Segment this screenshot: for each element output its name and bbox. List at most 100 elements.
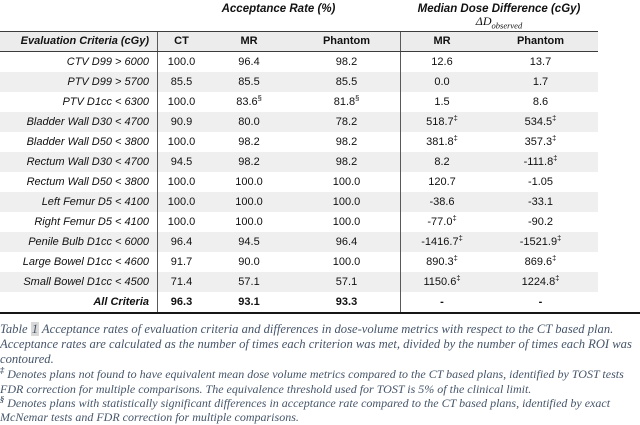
value-cell: 100.0: [235, 216, 263, 229]
value-cell: 381.8‡: [400, 132, 483, 153]
caption-number: 1: [30, 322, 39, 337]
column-header-phantom-diff: Phantom: [516, 35, 565, 48]
footnote-marker: ‡: [552, 253, 557, 263]
value-cell: 98.2: [238, 136, 260, 149]
criteria-cell: Penile Bulb D1cc < 6000: [28, 236, 149, 249]
value-cell: 890.3‡: [400, 252, 483, 273]
footnote-marker: ‡: [557, 233, 562, 243]
table-row: PTV D1cc < 6300 100.0 83.6§ 81.8§ 1.5 8.6: [0, 92, 598, 113]
value-cell: -111.8‡: [523, 153, 558, 169]
value-cell: 120.7: [400, 172, 483, 193]
column-header-mr: MR: [240, 35, 258, 48]
footnote-marker: ‡: [555, 273, 560, 283]
column-header-ct: CT: [157, 32, 205, 52]
criteria-cell: Small Bowel D1cc < 4500: [23, 276, 149, 289]
value-cell: 57.1: [238, 276, 260, 289]
footnote-marker: §: [257, 93, 262, 103]
value-cell: 94.5: [238, 236, 260, 249]
value-cell: 78.2: [335, 116, 358, 129]
table-row: Bladder Wall D30 < 4700 90.9 80.0 78.2 518.7…: [0, 112, 598, 133]
footnote-marker: ‡: [552, 133, 557, 143]
value-cell: 96.4: [157, 232, 205, 253]
value-cell: 8.6: [532, 96, 549, 109]
value-cell: 94.5: [157, 152, 205, 173]
footnote-tost: ‡ Denotes plans not found to have equiva…: [0, 365, 624, 396]
value-cell: 57.1: [335, 276, 358, 289]
value-cell: 83.6§: [236, 93, 262, 109]
value-cell: 8.2: [400, 152, 483, 173]
value-cell: 100.0: [157, 192, 205, 213]
criteria-cell: PTV D1cc < 6300: [62, 96, 149, 109]
footnote-mcnemar: § Denotes plans with statistically signi…: [0, 393, 611, 425]
value-cell: 71.4: [157, 272, 205, 293]
value-cell: 100.0: [157, 52, 205, 73]
footnote-marker: ‡: [453, 133, 458, 143]
table-row: Small Bowel D1cc < 4500 71.4 57.1 57.1 1150.…: [0, 272, 598, 293]
footnote-marker: ‡: [456, 273, 461, 283]
value-cell: 96.4: [238, 56, 260, 69]
value-cell: -: [538, 296, 543, 309]
table-row: Rectum Wall D30 < 4700 94.5 98.2 98.2 8.2 -11…: [0, 152, 598, 173]
table-row: Bladder Wall D50 < 3800 100.0 98.2 98.2 381.…: [0, 132, 598, 153]
value-cell: -: [400, 292, 483, 313]
column-header-mr-diff: MR: [400, 32, 483, 52]
value-cell: 98.2: [335, 136, 358, 149]
value-cell: -77.0‡: [400, 212, 483, 233]
value-cell: 518.7‡: [400, 112, 483, 133]
footnote-marker: ‡: [552, 113, 557, 123]
value-cell: 100.0: [157, 212, 205, 233]
value-cell: 1.5: [400, 92, 483, 113]
value-cell: 96.3: [157, 292, 205, 313]
value-cell: 93.3: [335, 296, 358, 309]
value-cell: 93.1: [238, 296, 260, 309]
value-cell: 100.0: [157, 92, 205, 113]
value-cell: 81.8§: [333, 93, 360, 109]
value-cell: 85.5: [157, 72, 205, 93]
value-cell: 98.2: [335, 56, 358, 69]
value-cell: 85.5: [335, 76, 358, 89]
table-row: Left Femur D5 < 4100 100.0 100.0 100.0 -38.6…: [0, 192, 598, 213]
criteria-cell: All Criteria: [93, 296, 149, 309]
table-caption: Table 1 Acceptance rates of evaluation c…: [0, 322, 632, 366]
value-cell: 1224.8‡: [521, 273, 560, 289]
value-cell: 80.0: [238, 116, 260, 129]
value-cell: 100.0: [157, 172, 205, 193]
criteria-cell: Bladder Wall D50 < 3800: [26, 136, 149, 149]
value-cell: 1150.6‡: [400, 272, 483, 293]
footnote-marker: §: [355, 93, 360, 103]
value-cell: -90.2: [527, 216, 554, 229]
value-cell: 1.7: [532, 76, 549, 89]
table-row: All Criteria 96.3 93.1 93.3 - -: [0, 292, 598, 313]
value-cell: -1.05: [527, 176, 554, 189]
value-cell: 100.0: [332, 196, 361, 209]
section-marker: §: [0, 393, 5, 404]
double-dagger-marker: ‡: [0, 365, 5, 376]
acceptance-rate-span-header: Acceptance Rate (%): [221, 3, 336, 15]
value-cell: 12.6: [400, 52, 483, 73]
value-cell: 357.3‡: [524, 133, 557, 149]
value-cell: -38.6: [400, 192, 483, 213]
value-cell: 100.0: [235, 176, 263, 189]
column-header-phantom: Phantom: [322, 35, 371, 48]
median-dose-title: Median Dose Difference (cGy): [417, 3, 581, 15]
table-row: CTV D99 > 6000 100.0 96.4 98.2 12.6 13.7: [0, 52, 598, 73]
value-cell: 13.7: [529, 56, 552, 69]
criteria-cell: Bladder Wall D30 < 4700: [26, 116, 149, 129]
table-body: CTV D99 > 6000 100.0 96.4 98.2 12.6 13.7 PTV D…: [0, 52, 640, 315]
value-cell: 100.0: [332, 176, 361, 189]
footnote-marker: ‡: [453, 253, 458, 263]
value-cell: 869.6‡: [524, 253, 557, 269]
criteria-cell: CTV D99 > 6000: [66, 56, 149, 69]
table-row: Large Bowel D1cc < 4600 91.7 90.0 100.0 890.…: [0, 252, 598, 273]
table-header-row: Evaluation Criteria (cGy) CT MR Phantom …: [0, 32, 598, 53]
value-cell: -1416.7‡: [400, 232, 483, 253]
table-row: Right Femur D5 < 4100 100.0 100.0 100.0 -77.…: [0, 212, 598, 233]
value-cell: 98.2: [238, 156, 260, 169]
criteria-cell: PTV D99 > 5700: [67, 76, 149, 89]
value-cell: 100.0: [157, 132, 205, 153]
value-cell: 98.2: [335, 156, 358, 169]
criteria-cell: Large Bowel D1cc < 4600: [22, 256, 149, 269]
value-cell: 90.9: [157, 112, 205, 133]
footnote-marker: ‡: [553, 153, 558, 163]
